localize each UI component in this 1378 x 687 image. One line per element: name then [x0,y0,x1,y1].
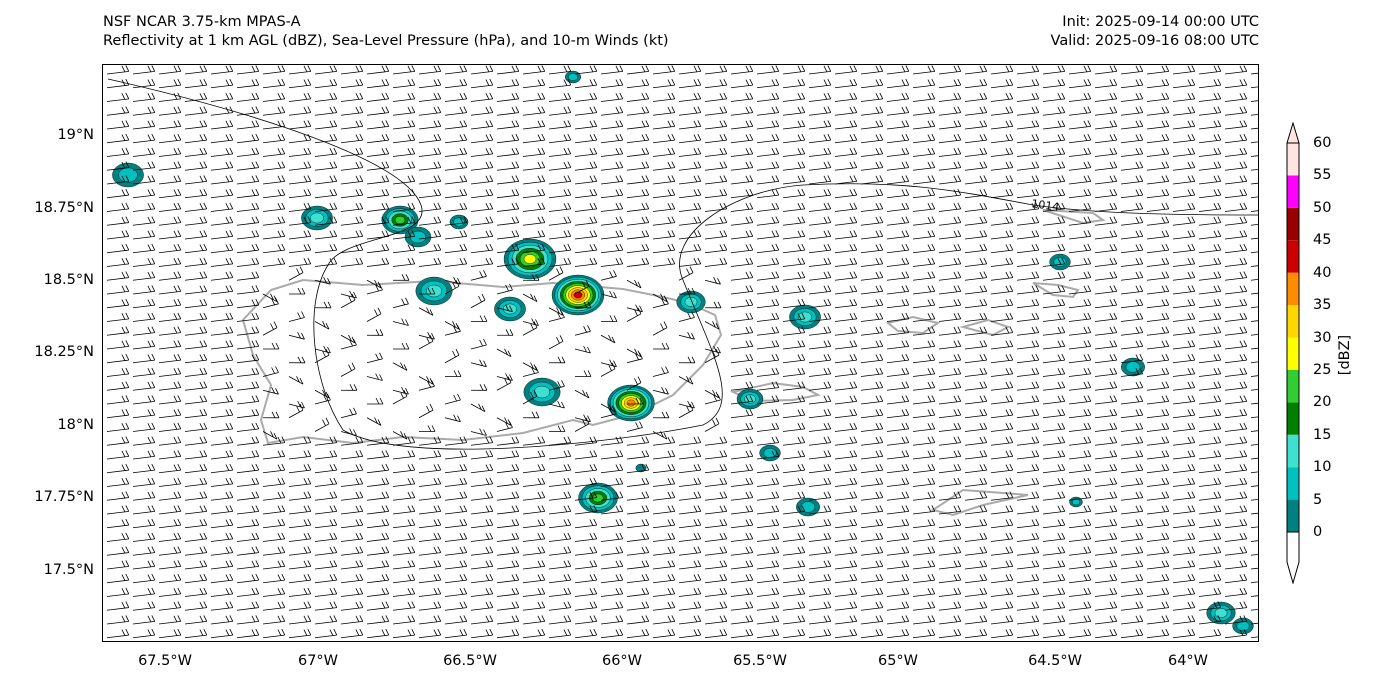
lat-label: 18.5°N [43,272,94,288]
colorbar-tick: 5 [1313,491,1323,508]
map-panel: 1014 [102,64,1259,642]
reflectivity-contour [310,212,324,224]
colorbar [1286,122,1300,584]
reflectivity-contour [394,215,406,225]
lon-label: 65°W [877,653,919,669]
reflectivity-contour [800,501,816,513]
reflectivity-contour [453,217,465,227]
valid-time: Valid: 2025-09-16 08:00 UTC [1050,33,1259,49]
colorbar-tick: 60 [1313,135,1332,151]
colorbar-bin [1287,434,1299,468]
wind-barbs [106,65,1258,639]
colorbar-tick: 50 [1313,199,1332,216]
colorbar-tick: 30 [1313,329,1332,346]
pressure-contours [107,78,1258,450]
lon-label: 65.5°W [733,653,787,669]
colorbar-bin [1287,207,1299,241]
colorbar-tick: 0 [1313,524,1323,540]
reflectivity-cells [112,70,1254,635]
colorbar-tick: 15 [1313,426,1332,443]
lat-label: 17.75°N [34,489,94,505]
colorbar-tick: 55 [1313,167,1332,184]
lon-label: 67°W [297,653,339,669]
reflectivity-contour [635,463,647,473]
reflectivity-contour [568,73,578,81]
colorbar-bin [1287,240,1299,273]
colorbar-bin [1287,272,1299,306]
colorbar-tick: 25 [1313,361,1332,378]
colorbar-bin [1287,175,1299,208]
colorbar-tick: 45 [1313,232,1332,249]
colorbar-extend-min [1286,532,1300,584]
reflectivity-contour [523,254,537,264]
title-left: NSF NCAR 3.75-km MPAS-A Reflectivity at 1… [103,13,669,51]
lat-label: 18°N [57,417,94,433]
colorbar-unit: [dBZ] [1337,334,1353,376]
reflectivity-contour [1125,361,1141,373]
lon-label: 64.5°W [1028,653,1082,669]
colorbar-bin [1287,305,1299,338]
colorbar-tick: 40 [1313,264,1332,281]
lat-label: 19°N [57,127,94,143]
lat-label: 18.75°N [34,200,94,216]
colorbar-bin [1287,143,1299,176]
reflectivity-contour [426,284,443,298]
lon-label: 66.5°W [443,653,497,669]
lat-label: 17.5°N [43,562,94,578]
init-time: Init: 2025-09-14 00:00 UTC [1062,14,1259,30]
model-name: NSF NCAR 3.75-km MPAS-A [103,14,301,30]
colorbar-bin [1287,369,1299,403]
lon-label: 64°W [1167,653,1209,669]
lon-label: 66°W [601,653,643,669]
colorbar-tick: 20 [1313,394,1332,411]
lat-label: 18.25°N [34,344,94,360]
fields-description: Reflectivity at 1 km AGL (dBZ), Sea-Leve… [103,33,669,49]
colorbar-bin [1287,402,1299,435]
map-canvas: 1014 [106,65,1258,639]
reflectivity-contour [534,385,551,399]
wind-barb-field [106,65,1258,639]
reflectivity-contour [798,311,812,323]
title-right: Init: 2025-09-14 00:00 UTC Valid: 2025-09… [1051,13,1259,51]
colorbar-bin [1287,499,1299,532]
reflectivity-contour [1214,608,1228,618]
colorbar-tick: 10 [1313,459,1332,476]
colorbar-bin [1287,337,1299,370]
colorbar-tick: 35 [1313,297,1332,314]
colorbar-bin [1287,467,1299,500]
colorbar-extend-max [1286,122,1300,144]
reflectivity-contour [684,297,698,307]
lon-label: 67.5°W [138,653,192,669]
isobar-label: 1014 [1031,197,1061,214]
reflectivity-contour [503,303,517,315]
coastlines [241,209,1106,517]
reflectivity-contour [626,399,636,407]
